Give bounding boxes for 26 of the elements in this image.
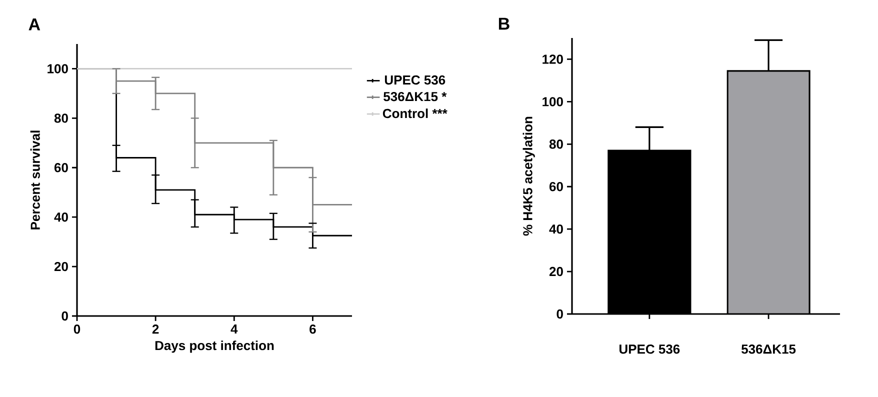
x-axis-title: Days post infection (155, 340, 274, 353)
y-tick-label: 20 (549, 266, 563, 276)
y-tick-label: 40 (549, 224, 563, 234)
x-tick-label: 4 (230, 324, 238, 334)
y-tick-label: 60 (549, 182, 563, 192)
y-axis-title: % H4K5 acetylation (522, 116, 535, 236)
x-tick-label: 6 (310, 324, 316, 334)
x-tick-label: 2 (152, 324, 159, 334)
y-axis-title: Percent survival (30, 130, 40, 230)
x-tick-label: 536ΔK15 (742, 344, 796, 354)
legend-label: UPEC 536 (384, 75, 446, 85)
y-tick-label: 0 (556, 309, 563, 319)
y-tick-label: 80 (549, 140, 563, 149)
legend-label: 536ΔK15 * (384, 92, 447, 102)
y-tick-label: 20 (54, 262, 68, 272)
y-tick-label: 120 (542, 54, 563, 64)
y-tick-label: 0 (62, 311, 68, 321)
y-tick-label: 40 (54, 212, 68, 222)
y-tick-label: 80 (54, 114, 68, 123)
x-tick-label: 0 (74, 324, 80, 334)
chart-title: B (498, 18, 510, 30)
y-tick-label: 60 (54, 163, 68, 172)
y-tick-label: 100 (542, 97, 563, 106)
chart-title: A (28, 18, 40, 30)
y-tick-label: 100 (48, 64, 68, 74)
legend-label: Control *** (382, 108, 448, 118)
